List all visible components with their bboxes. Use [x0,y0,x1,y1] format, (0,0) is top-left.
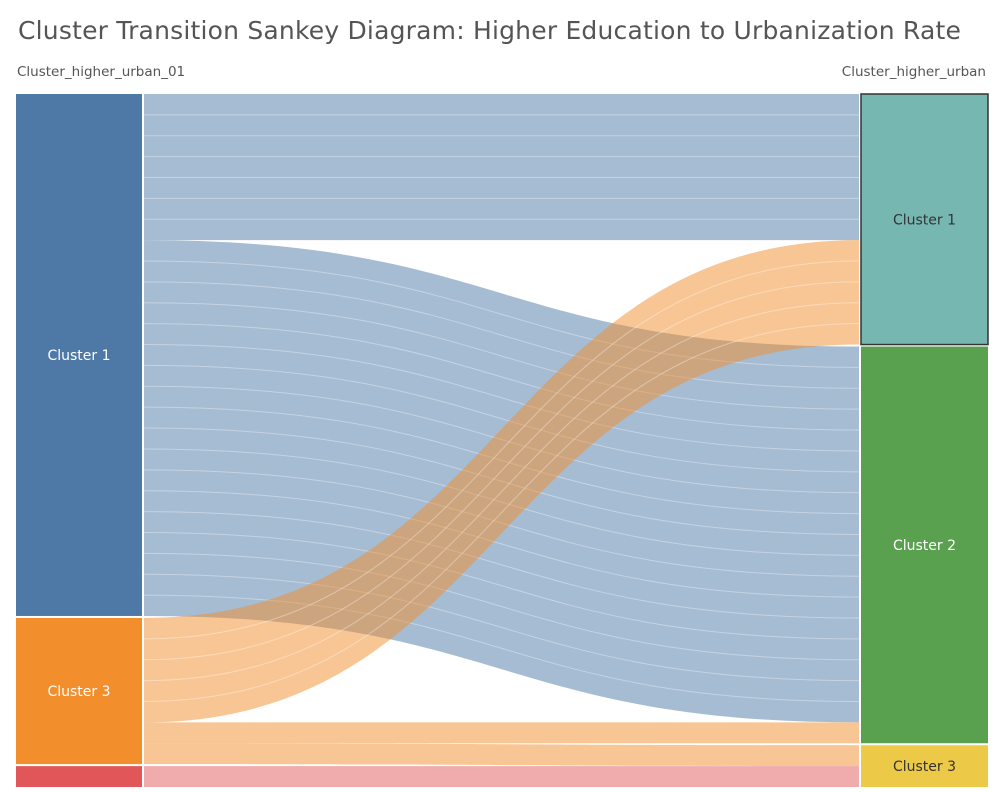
sankey-link-band [143,323,860,702]
sankey-link-band [143,302,860,682]
left-node-cluster-4[interactable] [16,766,142,787]
sankey-link-cluster-3-to-cluster-3 [144,743,859,767]
sankey-link-band [143,531,860,640]
sankey-link-band [143,344,860,452]
right-node-cluster-1[interactable] [860,93,989,346]
sankey-link-band [143,281,860,389]
right-node-label-cluster-1: Cluster 1 [893,212,956,228]
right-node-cluster-2[interactable] [861,346,988,744]
nodes-layer [16,93,989,787]
sankey-link-band [143,511,860,619]
links-layer [143,94,860,787]
left-node-cluster-1[interactable] [16,94,142,616]
right-node-cluster-3[interactable] [861,745,988,787]
sankey-link-band [143,323,860,431]
sankey-link-band [143,552,860,661]
right-column-header: Cluster_higher_urban [841,64,986,80]
sankey-link-cluster-1-to-cluster-1 [144,94,859,241]
sankey-link-band [143,281,860,661]
sankey-link-band [143,364,860,473]
sankey-link-cluster-3-to-cluster-2 [144,722,859,744]
sankey-link-band [143,302,860,410]
page-title: Cluster Transition Sankey Diagram: Highe… [18,16,962,45]
right-node-label-cluster-2: Cluster 2 [893,538,956,554]
sankey-link-cluster-3-to-cluster-1 [144,240,859,723]
left-node-label-cluster-1: Cluster 1 [47,348,110,364]
sankey-link-band [143,573,860,682]
sankey-link-cluster-4-to-cluster-3 [144,766,859,787]
labels-layer: Cluster 1 Cluster 3 Cluster 1 Cluster 2 Clus… [47,212,956,775]
sankey-link-band [143,490,860,598]
right-node-label-cluster-3: Cluster 3 [893,759,956,775]
left-column-header: Cluster_higher_urban_01 [17,64,186,80]
left-node-cluster-3[interactable] [16,617,142,765]
left-node-label-cluster-3: Cluster 3 [47,684,110,700]
sankey-link-band [143,260,860,640]
